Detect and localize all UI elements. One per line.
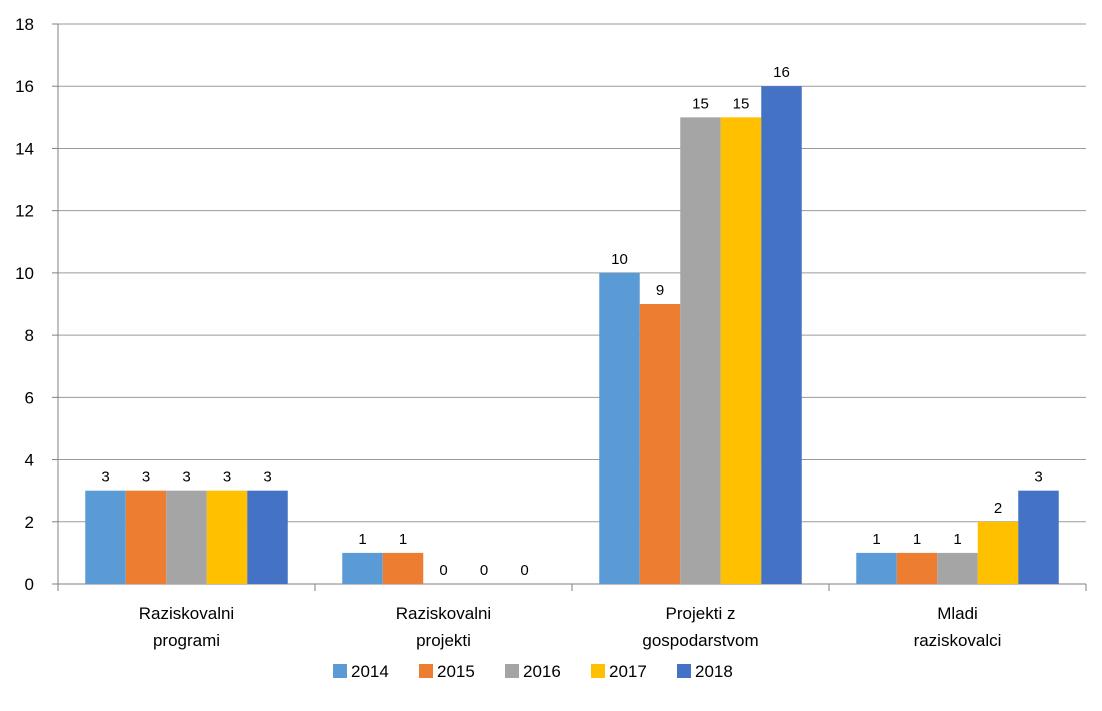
data-label: 3 xyxy=(182,469,190,486)
data-label: 1 xyxy=(872,531,880,548)
y-tick-label: 4 xyxy=(25,451,34,470)
y-tick-label: 0 xyxy=(25,575,34,594)
bar xyxy=(977,521,1019,584)
bars xyxy=(85,86,1059,584)
bar xyxy=(342,552,383,584)
data-label: 15 xyxy=(692,95,709,112)
legend-label: 2014 xyxy=(351,662,389,681)
legend-swatch xyxy=(591,664,605,678)
legend-swatch xyxy=(505,664,519,678)
bar xyxy=(896,552,938,584)
y-tick-label: 8 xyxy=(25,326,34,345)
bar xyxy=(85,490,126,584)
data-label: 3 xyxy=(1034,469,1042,486)
data-label: 0 xyxy=(520,562,528,579)
x-category-label: raziskovalci xyxy=(914,631,1002,650)
bar xyxy=(206,490,248,584)
data-label: 0 xyxy=(480,562,488,579)
legend-label: 2018 xyxy=(695,662,733,681)
y-tick-label: 14 xyxy=(15,139,34,158)
bar xyxy=(599,272,640,584)
bar xyxy=(680,117,721,584)
x-category-label: programi xyxy=(153,631,220,650)
data-label: 1 xyxy=(953,531,961,548)
bar xyxy=(761,86,802,584)
bar xyxy=(125,490,167,584)
data-label: 10 xyxy=(611,251,628,268)
y-tick-label: 18 xyxy=(15,15,34,34)
legend-swatch xyxy=(419,664,433,678)
y-tick-label: 10 xyxy=(15,264,34,283)
bar xyxy=(382,552,424,584)
y-tick-label: 16 xyxy=(15,77,34,96)
x-category-label: Raziskovalni xyxy=(139,604,234,623)
data-label: 3 xyxy=(263,469,271,486)
legend: 2014 2015 2016 2017 2018 xyxy=(333,662,733,681)
data-label: 1 xyxy=(358,531,366,548)
legend-label: 2017 xyxy=(609,662,647,681)
legend-swatch xyxy=(333,664,347,678)
data-label: 3 xyxy=(223,469,231,486)
legend-swatch xyxy=(677,664,691,678)
data-label: 1 xyxy=(913,531,921,548)
data-label: 16 xyxy=(773,64,790,81)
bar xyxy=(937,552,978,584)
data-label: 1 xyxy=(399,531,407,548)
data-label: 3 xyxy=(142,469,150,486)
bar xyxy=(639,304,681,584)
x-category-label: Raziskovalni xyxy=(396,604,491,623)
bar xyxy=(1018,490,1059,584)
data-label: 2 xyxy=(994,500,1002,517)
data-label: 9 xyxy=(656,282,664,299)
y-tick-label: 6 xyxy=(25,388,34,407)
bar xyxy=(166,490,207,584)
x-category-label: Projekti z xyxy=(666,604,736,623)
data-label: 15 xyxy=(733,95,750,112)
y-tick-label: 12 xyxy=(15,202,34,221)
bar xyxy=(856,552,897,584)
gridlines xyxy=(58,23,1086,523)
legend-label: 2015 xyxy=(437,662,475,681)
bar xyxy=(247,490,288,584)
y-tick-label: 2 xyxy=(25,513,34,532)
x-category-label: Mladi xyxy=(937,604,978,623)
data-label: 0 xyxy=(439,562,447,579)
x-category-label: gospodarstvom xyxy=(642,631,758,650)
bar xyxy=(720,117,762,584)
legend-label: 2016 xyxy=(523,662,561,681)
x-category-label: projekti xyxy=(416,631,471,650)
data-label: 3 xyxy=(101,469,109,486)
